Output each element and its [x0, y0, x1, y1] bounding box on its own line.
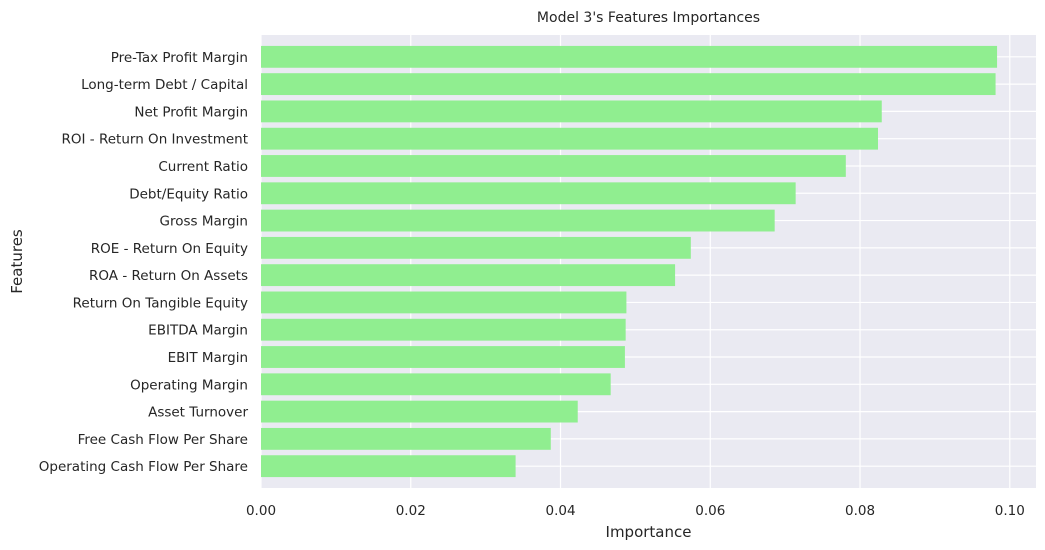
- category-label: ROA - Return On Assets: [89, 268, 248, 284]
- x-tick-label: 0.06: [695, 503, 725, 519]
- bar: [261, 100, 882, 123]
- bar: [261, 73, 996, 96]
- x-tick-label: 0.04: [545, 503, 575, 519]
- x-tick-label: 0.00: [246, 503, 276, 519]
- category-label: ROI - Return On Investment: [62, 132, 248, 148]
- category-label: EBIT Margin: [168, 350, 248, 366]
- bar: [261, 346, 625, 368]
- category-label: Pre-Tax Profit Margin: [111, 50, 248, 66]
- category-label: Free Cash Flow Per Share: [78, 432, 248, 448]
- bar: [261, 209, 775, 232]
- bar: [261, 318, 626, 341]
- bar: [261, 155, 846, 177]
- category-label: Return On Tangible Equity: [73, 295, 248, 311]
- category-label: ROE - Return On Equity: [91, 241, 248, 257]
- bar: [261, 400, 578, 423]
- bar: [261, 236, 691, 259]
- category-label: Operating Cash Flow Per Share: [39, 459, 248, 475]
- y-axis-categories: Pre-Tax Profit Margin Long-term Debt / Ca…: [39, 50, 249, 475]
- x-tick-label: 0.08: [845, 503, 875, 519]
- bar: [261, 182, 796, 205]
- bar: [261, 45, 998, 68]
- bars: [261, 45, 998, 478]
- bar: [261, 264, 676, 287]
- category-label: Net Profit Margin: [134, 104, 248, 120]
- category-label: Asset Turnover: [148, 405, 248, 421]
- bar: [261, 455, 516, 478]
- bar: [261, 373, 611, 396]
- bar: [261, 427, 551, 450]
- category-label: Operating Margin: [130, 377, 248, 393]
- chart-title: Model 3's Features Importances: [537, 10, 760, 26]
- category-label: Gross Margin: [160, 214, 248, 230]
- x-axis-ticks: 0.00 0.02 0.04 0.06 0.08 0.10: [246, 503, 1025, 519]
- x-axis-label: Importance: [606, 523, 692, 541]
- x-tick-label: 0.02: [396, 503, 426, 519]
- bar: [261, 291, 627, 314]
- bar: [261, 127, 879, 150]
- category-label: EBITDA Margin: [148, 323, 248, 339]
- category-label: Long-term Debt / Capital: [81, 77, 248, 93]
- category-label: Current Ratio: [158, 159, 248, 175]
- y-axis-label: Features: [8, 229, 26, 294]
- x-tick-label: 0.10: [995, 503, 1025, 519]
- category-label: Debt/Equity Ratio: [129, 186, 248, 202]
